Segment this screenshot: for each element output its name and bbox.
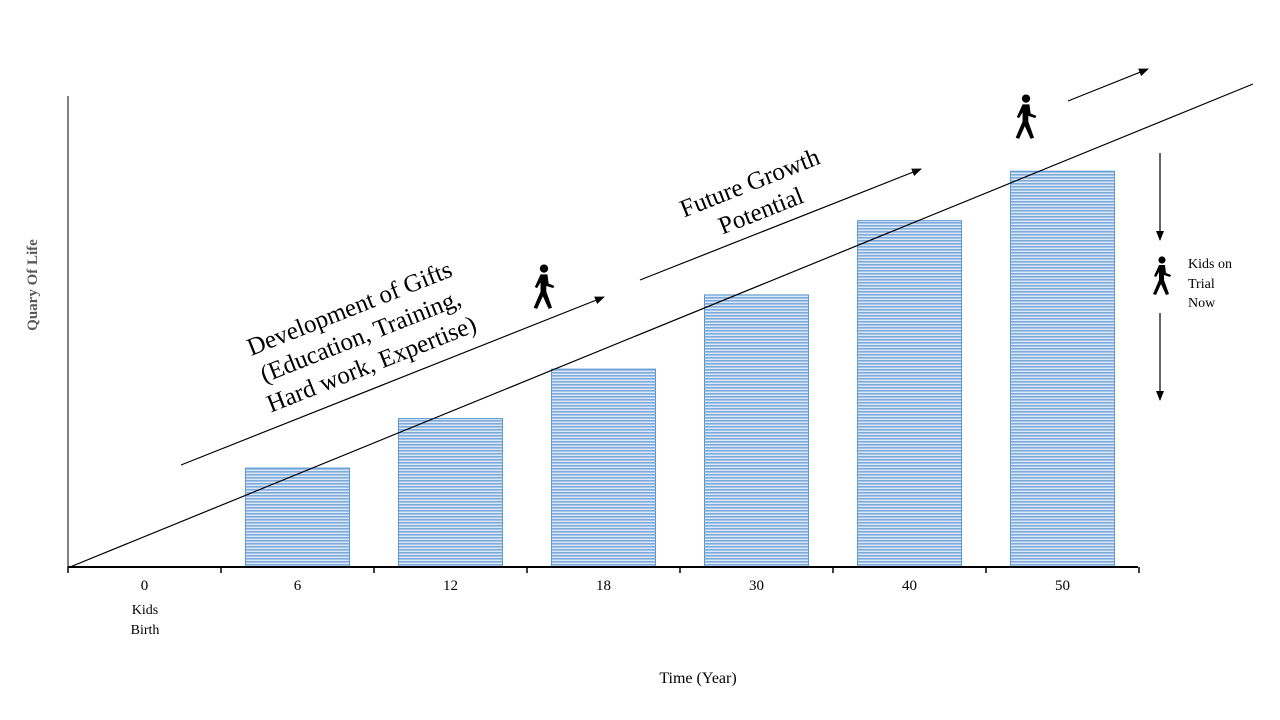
kids-trial-label: Now [1188, 296, 1216, 311]
x-tick-label: 0 [141, 578, 149, 594]
bar-18 [551, 368, 656, 568]
bar-30 [704, 294, 809, 568]
arrow-icon [180, 296, 605, 466]
x-tick-label: 30 [749, 578, 764, 594]
x-tick-label: 18 [596, 578, 611, 594]
bar-50 [1010, 170, 1115, 568]
birth-sublabel: Kids [132, 603, 158, 618]
kids-trial-label: Kids on [1188, 257, 1232, 272]
x-tick-label: 6 [294, 578, 302, 594]
bar-6 [245, 467, 350, 568]
growth-diagonal-line [69, 83, 1254, 568]
x-tick-label: 12 [443, 578, 458, 594]
x-tick-label: 40 [902, 578, 917, 594]
bar-40 [857, 220, 962, 568]
x-tick-label: 50 [1055, 578, 1070, 594]
kids-trial-label: Trial [1188, 277, 1215, 292]
walking-person-icon [533, 264, 555, 309]
walking-person-icon [1015, 94, 1037, 139]
y-axis-label: Quary Of Life [25, 239, 41, 331]
bar-12 [398, 418, 503, 568]
walking-person-icon [1153, 256, 1171, 295]
birth-sublabel: Birth [131, 623, 160, 638]
arrow-icon [1067, 68, 1149, 102]
x-axis-label: Time (Year) [659, 670, 736, 687]
arrow-icon [639, 168, 922, 281]
